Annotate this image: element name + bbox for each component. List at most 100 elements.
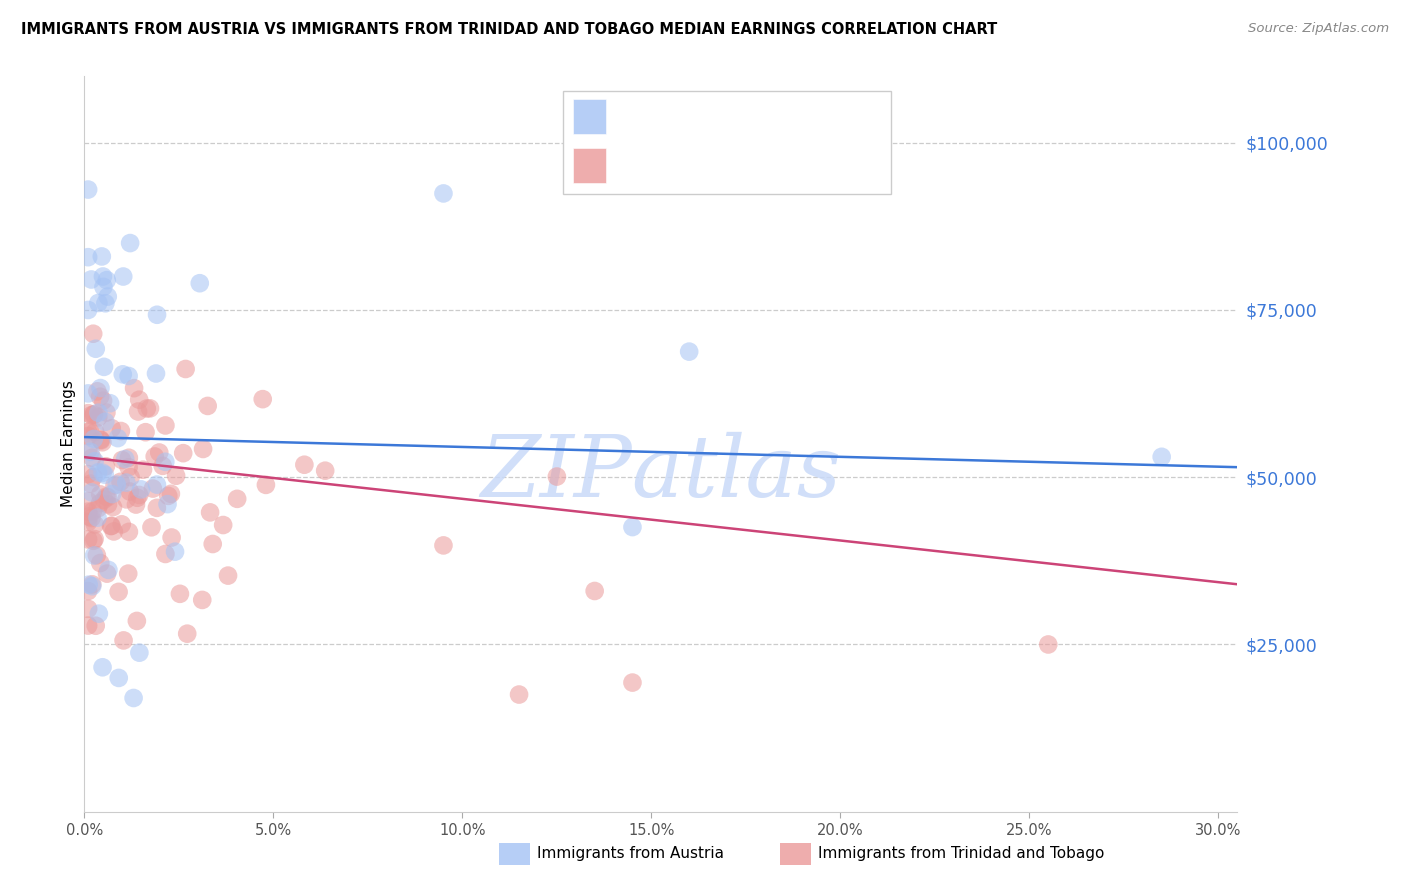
Point [111,517,134,532]
Point [101,487,124,501]
Point [314,464,336,478]
Point [79,445,101,459]
Point [110,475,132,489]
Text: Immigrants from Trinidad and Tobago: Immigrants from Trinidad and Tobago [818,847,1105,861]
Point [90,434,112,448]
Point [77,386,100,401]
Point [145,367,167,381]
Point [93,280,115,294]
Point [89,496,111,510]
Point [155,455,177,469]
Point [129,483,152,497]
Point [94,467,117,482]
Point [118,450,141,465]
Point [292,458,315,472]
Point [146,477,169,491]
Point [111,453,134,467]
Point [100,519,122,533]
Point [80,511,103,525]
Point [114,452,136,467]
Point [87,607,110,621]
Point [174,362,197,376]
Point [432,186,454,201]
Point [163,544,186,558]
Point [117,566,139,581]
Point [678,344,700,359]
Point [83,532,105,546]
Point [155,547,177,561]
Point [1038,637,1060,651]
Point [91,435,114,450]
Point [94,296,117,310]
Point [583,584,606,599]
Point [82,470,104,484]
Point [96,490,118,504]
Text: IMMIGRANTS FROM AUSTRIA VS IMMIGRANTS FROM TRINIDAD AND TOBAGO MEDIAN EARNINGS C: IMMIGRANTS FROM AUSTRIA VS IMMIGRANTS FR… [21,22,997,37]
Point [82,450,104,465]
Point [160,487,183,501]
Point [165,468,187,483]
Point [107,431,129,445]
Point [77,425,100,439]
Point [77,467,100,482]
Point [91,393,114,408]
Point [77,602,100,616]
Point [96,566,118,581]
Point [120,235,142,250]
Point [135,425,157,440]
Point [91,269,114,284]
Point [77,494,100,508]
Y-axis label: Median Earnings: Median Earnings [60,380,76,508]
Text: Immigrants from Austria: Immigrants from Austria [537,847,724,861]
Point [146,500,169,515]
Point [89,556,111,570]
Point [97,289,120,303]
Point [128,488,150,502]
Point [191,593,214,607]
Point [432,538,454,552]
Point [117,460,139,475]
Point [115,492,138,507]
Point [172,446,194,460]
Point [115,475,138,490]
Point [82,579,104,593]
Point [87,296,110,310]
Point [105,477,128,491]
Point [96,273,118,287]
Point [89,390,111,404]
Point [112,269,135,284]
Point [97,497,120,511]
Text: ZIP​atlas: ZIP​atlas [481,432,841,515]
Point [80,485,103,500]
Point [252,392,274,406]
Point [86,384,108,399]
Point [127,491,149,505]
Point [201,537,224,551]
Point [546,469,568,483]
Point [77,406,100,420]
Point [83,549,105,563]
Point [82,408,104,422]
Point [1150,450,1173,464]
Point [100,519,122,533]
Point [103,478,125,492]
Point [77,505,100,519]
Point [111,368,134,382]
Point [107,671,129,685]
Point [169,587,191,601]
Point [93,492,115,507]
Point [87,501,110,516]
Text: Source: ZipAtlas.com: Source: ZipAtlas.com [1249,22,1389,36]
Point [94,459,117,474]
Point [122,690,145,705]
Point [87,406,110,420]
Point [198,505,221,519]
Point [80,272,103,286]
Point [132,463,155,477]
Point [142,482,165,496]
Point [191,442,214,456]
Point [91,660,114,674]
Point [77,442,100,457]
Point [254,478,277,492]
Point [77,509,100,524]
